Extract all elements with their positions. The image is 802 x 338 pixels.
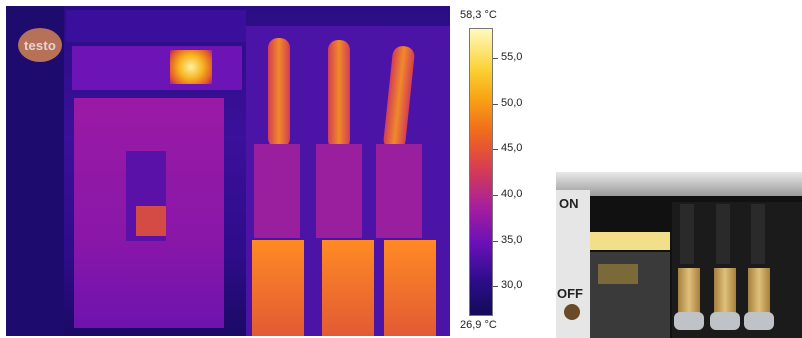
scale-tick [493, 286, 498, 287]
photo-breaker-window [598, 264, 638, 284]
thermal-busbar-2 [322, 240, 374, 336]
photo-housing-top [556, 172, 802, 196]
testo-logo: testo [18, 28, 62, 62]
scale-color-bar [469, 28, 493, 316]
scale-tick-label: 50,0 [501, 97, 523, 109]
thermal-busbar-3 [384, 240, 436, 336]
thermal-hot-spot [170, 50, 212, 84]
thermal-cable-2 [328, 40, 350, 150]
thermal-terminal-1 [254, 144, 300, 238]
scale-min-label: 26,9 °C [460, 319, 497, 331]
thermal-image: testo [6, 6, 450, 336]
scale-tick-label: 30,0 [501, 279, 523, 291]
scale-tick-label: 55,0 [501, 51, 523, 63]
photo-yellow-lever [590, 232, 670, 250]
photo-off-label: OFF [557, 286, 583, 301]
thermal-terminal-3 [376, 144, 422, 238]
photo-clamp-2 [710, 312, 740, 330]
temperature-scale: 58,3 °C 55,0 50,0 45,0 40,0 35,0 30,0 26… [460, 6, 550, 338]
scale-tick [493, 241, 498, 242]
thermal-terminal-2 [316, 144, 362, 238]
scale-tick [493, 104, 498, 105]
photo-cable-3 [751, 204, 765, 264]
thermal-cable-1 [268, 38, 290, 148]
photo-cable-1 [680, 204, 694, 264]
thermal-breaker-top [72, 46, 242, 90]
scale-tick [493, 149, 498, 150]
thermal-top-band [66, 10, 246, 42]
thermal-breaker-lever [136, 206, 166, 236]
photo-clamp-3 [744, 312, 774, 330]
scale-tick [493, 195, 498, 196]
photo-clamp-1 [674, 312, 704, 330]
scale-tick-label: 35,0 [501, 234, 523, 246]
photo-on-label: ON [559, 196, 579, 211]
visual-photo: ON OFF [556, 172, 802, 338]
scale-max-label: 58,3 °C [460, 9, 497, 21]
scale-tick-label: 45,0 [501, 142, 523, 154]
photo-breaker-knob [564, 304, 580, 320]
thermal-busbar-1 [252, 240, 304, 336]
photo-cable-2 [716, 204, 730, 264]
testo-logo-text: testo [23, 37, 57, 53]
scale-tick-label: 40,0 [501, 188, 523, 200]
scale-tick [493, 58, 498, 59]
